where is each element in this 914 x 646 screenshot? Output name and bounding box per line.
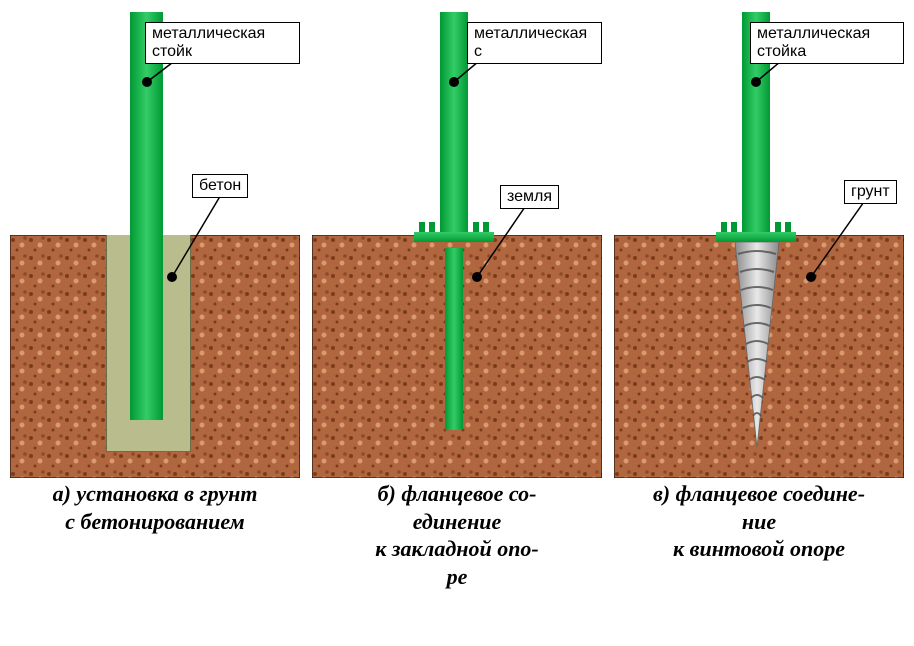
bolt-c1 [721, 222, 727, 232]
leader-dot-fill-b [472, 272, 482, 282]
panel-c: металлическая стойка грунт [614, 10, 904, 480]
leader-dot-fill-a [167, 272, 177, 282]
label-fill-c: грунт [844, 180, 897, 204]
label-fill-a-text: бетон [199, 177, 241, 194]
caption-a-line1: а) установка в грунт [10, 480, 300, 508]
panels-row: металлическая стойк бетон металлическая … [0, 0, 914, 480]
caption-c-line3: к винтовой опоре [614, 535, 904, 563]
caption-b-line4: ре [312, 563, 602, 591]
leader-fill-b [477, 204, 547, 280]
label-fill-b: земля [500, 185, 559, 209]
label-post-c: металлическая стойка [750, 22, 904, 64]
label-fill-c-text: грунт [851, 183, 890, 200]
leader-dot-post-b [449, 77, 459, 87]
panel-a: металлическая стойк бетон [10, 10, 300, 480]
label-post-a: металлическая стойк [145, 22, 300, 64]
panel-b: металлическая с земля [312, 10, 602, 480]
bolt-b1 [419, 222, 425, 232]
caption-c-line1: в) фланцевое соедине- [614, 480, 904, 508]
label-post-b: металлическая с [467, 22, 602, 64]
label-fill-a: бетон [192, 174, 248, 198]
caption-a: а) установка в грунт с бетонированием [10, 480, 300, 590]
bolt-c2 [731, 222, 737, 232]
leader-dot-post-a [142, 77, 152, 87]
label-post-c-text: металлическая стойка [757, 25, 870, 60]
caption-a-line2: с бетонированием [10, 508, 300, 536]
label-fill-b-text: земля [507, 188, 552, 205]
caption-b-line1: б) фланцевое со- [312, 480, 602, 508]
caption-b-line3: к закладной опо- [312, 535, 602, 563]
label-post-a-text: металлическая стойк [152, 25, 265, 60]
flange-c [716, 232, 796, 242]
bolt-c4 [785, 222, 791, 232]
leader-dot-post-c [751, 77, 761, 87]
bolt-c3 [775, 222, 781, 232]
captions-row: а) установка в грунт с бетонированием б)… [0, 480, 914, 590]
bolt-b2 [429, 222, 435, 232]
caption-b-line2: единение [312, 508, 602, 536]
leader-dot-fill-c [806, 272, 816, 282]
leader-fill-a [172, 193, 242, 280]
caption-c-line2: ние [614, 508, 904, 536]
screw-c [732, 242, 782, 452]
leader-fill-c [811, 199, 881, 280]
embedded-post-b [445, 248, 463, 430]
caption-c: в) фланцевое соедине- ние к винтовой опо… [614, 480, 904, 590]
caption-b: б) фланцевое со- единение к закладной оп… [312, 480, 602, 590]
label-post-b-text: металлическая с [474, 25, 587, 60]
